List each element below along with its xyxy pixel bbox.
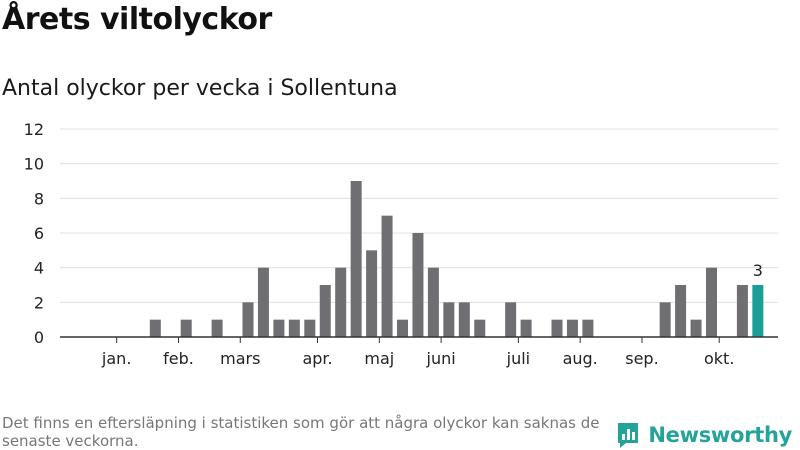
bar <box>427 267 439 337</box>
bar <box>242 302 254 337</box>
newsworthy-bar-chart-icon <box>618 423 639 448</box>
highlight-bar <box>752 285 764 337</box>
y-tick-label: 6 <box>34 224 44 243</box>
y-tick-label: 2 <box>34 293 44 312</box>
bar <box>412 233 424 337</box>
x-tick-label: sep. <box>625 349 658 368</box>
bar-chart: 0 2 4 6 8 10 12 3 jan. feb. mars apr. maj juni juli aug… <box>24 120 778 368</box>
y-tick-label: 10 <box>24 155 44 174</box>
x-tick-label: feb. <box>163 349 194 368</box>
bar <box>288 319 300 337</box>
x-tick-label: mars <box>220 349 260 368</box>
bar <box>180 319 192 337</box>
bar <box>319 285 331 337</box>
bar <box>582 319 594 337</box>
bar <box>659 302 671 337</box>
x-tick-label: juli <box>506 349 530 368</box>
x-tick-label: jan. <box>101 349 131 368</box>
newsworthy-logo-text: Newsworthy <box>648 423 792 447</box>
bar <box>520 319 532 337</box>
data-label: 3 <box>753 261 763 280</box>
bar <box>736 285 748 337</box>
bar <box>474 319 486 337</box>
bar <box>149 319 161 337</box>
newsworthy-logo[interactable]: Newsworthy <box>616 420 792 450</box>
bar <box>350 181 362 337</box>
bar <box>304 319 316 337</box>
bar <box>335 267 347 337</box>
bar <box>566 319 578 337</box>
bar <box>381 215 393 337</box>
bar <box>273 319 285 337</box>
y-tick-label: 8 <box>34 189 44 208</box>
x-tick-label: apr. <box>302 349 332 368</box>
bar <box>443 302 455 337</box>
x-tick-label: okt. <box>704 349 734 368</box>
bar <box>211 319 223 337</box>
y-tick-label: 12 <box>24 120 44 139</box>
x-tick-label: maj <box>364 349 394 368</box>
bar <box>366 250 378 337</box>
y-tick-label: 0 <box>34 328 44 347</box>
bar <box>551 319 563 337</box>
chart-subtitle: Antal olyckor per vecka i Sollentuna <box>2 76 398 101</box>
x-tick-label: juni <box>426 349 456 368</box>
x-tick-label: aug. <box>563 349 598 368</box>
chart-title: Årets viltolyckor <box>2 2 272 37</box>
footnote: Det finns en eftersläpning i statistiken… <box>2 414 600 450</box>
bar <box>505 302 517 337</box>
y-tick-label: 4 <box>34 259 44 278</box>
bar <box>706 267 717 337</box>
bar <box>397 319 408 337</box>
bar <box>257 267 269 337</box>
bar <box>675 285 687 337</box>
bar <box>458 302 470 337</box>
bar <box>690 319 702 337</box>
